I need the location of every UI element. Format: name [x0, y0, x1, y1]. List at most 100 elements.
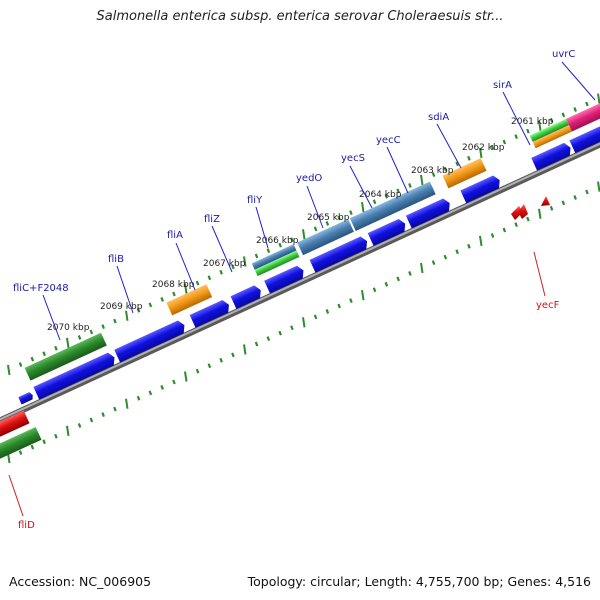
gene-label[interactable]: fliC+F2048	[13, 283, 69, 294]
genome-stats-label: Topology: circular; Length: 4,755,700 bp…	[247, 574, 591, 589]
scale-tick	[490, 145, 495, 150]
gene-label[interactable]: yecF	[536, 300, 560, 311]
gene-label[interactable]: fliY	[247, 195, 263, 206]
gene-label[interactable]: yedO	[296, 173, 322, 184]
scale-tick	[254, 341, 259, 347]
gene-label[interactable]: fliA	[167, 230, 183, 241]
gene-feature-fliD-green[interactable]	[0, 426, 42, 462]
scale-tick	[573, 195, 577, 200]
scale-tick	[372, 199, 377, 205]
scale-tick	[302, 229, 306, 240]
cds-feature[interactable]	[569, 118, 600, 154]
cds-feature[interactable]	[264, 264, 306, 294]
gene-feature-fliY[interactable]	[251, 244, 297, 270]
gene-label[interactable]: uvrC	[552, 49, 575, 60]
gene-feature-sdiA[interactable]	[442, 158, 487, 189]
cds-feature[interactable]	[230, 284, 264, 309]
gene-leader-line	[502, 91, 531, 146]
scale-tick	[290, 325, 294, 331]
accession-label: Accession: NC_006905	[9, 574, 152, 589]
scale-tick	[136, 307, 141, 313]
scale-tick	[113, 406, 117, 412]
scale-tick	[113, 318, 117, 324]
gene-label[interactable]: sirA	[493, 80, 512, 91]
cds-feature[interactable]	[114, 319, 187, 363]
kbp-label: 2064 kbp	[359, 190, 402, 200]
scale-tick	[18, 362, 23, 367]
gene-label[interactable]: yecC	[376, 135, 401, 146]
scale-tick	[538, 208, 542, 219]
scale-tick	[514, 222, 518, 227]
kbp-label: 2065 kbp	[307, 213, 350, 223]
cds-feature[interactable]	[405, 197, 453, 229]
scale-tick	[597, 181, 600, 192]
scale-tick	[195, 280, 200, 286]
gene-leader-line	[116, 265, 134, 314]
gene-label[interactable]: yecS	[341, 153, 365, 164]
scale-tick	[396, 188, 400, 194]
scale-tick	[337, 215, 341, 221]
scale-tick	[231, 264, 235, 270]
scale-tick	[18, 450, 23, 455]
scale-tick	[526, 128, 530, 134]
scale-tick	[290, 237, 294, 243]
scale-tick	[195, 368, 200, 374]
cds-feature[interactable]	[18, 391, 34, 405]
gene-feature-yecF[interactable]	[511, 196, 550, 220]
gene-feature-fliC[interactable]	[24, 332, 107, 381]
gene-leader-line	[561, 61, 596, 101]
gene-label[interactable]: fliB	[108, 254, 124, 265]
scale-tick	[243, 256, 247, 267]
scale-tick	[502, 227, 507, 233]
scale-tick	[420, 174, 424, 186]
kbp-label: 2067 kbp	[203, 259, 246, 269]
cds-feature[interactable]	[460, 174, 502, 204]
cds-feature[interactable]	[367, 217, 408, 246]
gene-feature-uvrC[interactable]	[566, 85, 600, 132]
cds-feature[interactable]	[189, 298, 232, 328]
cds-feature[interactable]	[33, 351, 117, 400]
scale-tick	[207, 275, 212, 281]
gene-labels: fliC+F2048 fliB fliA fliZ fliY yedO yecS yecC sd…	[8, 49, 596, 531]
scale-tick	[278, 242, 282, 248]
gene-feature-fliD-red[interactable]	[0, 410, 30, 444]
gene-feature-sirA[interactable]	[529, 118, 570, 142]
gene-feature-fliY-2[interactable]	[254, 250, 300, 277]
cds-feature[interactable]	[531, 141, 573, 171]
scale-tick	[455, 249, 459, 255]
scale-tick	[420, 262, 424, 274]
kbp-label: 2070 kbp	[47, 323, 90, 333]
scale-tick	[219, 357, 223, 363]
gene-leader-line	[306, 185, 324, 229]
scale-tick	[184, 371, 188, 382]
scale-tick	[243, 344, 247, 355]
scale-tick	[443, 166, 448, 172]
scale-tick	[526, 216, 530, 222]
gene-leader-line	[211, 225, 233, 273]
scale-tick	[254, 253, 259, 259]
gene-feature-fliZ[interactable]	[166, 284, 213, 316]
gene-label[interactable]: sdiA	[428, 112, 449, 123]
cds-feature[interactable]	[309, 235, 370, 273]
scale-tick	[160, 385, 164, 390]
scale-tick	[431, 172, 436, 177]
scale-tick	[431, 260, 436, 265]
kbp-label: 2068 kbp	[152, 280, 195, 290]
gene-feature-yecC[interactable]	[349, 181, 436, 231]
kbp-label: 2069 kbp	[100, 302, 143, 312]
gene-label[interactable]: fliZ	[204, 214, 220, 225]
scale-tick	[361, 202, 365, 213]
scale-tick	[54, 433, 58, 439]
scale-tick	[597, 93, 600, 104]
scale-tick	[30, 444, 35, 450]
scale-tick	[349, 210, 353, 215]
gene-feature-sirA-2[interactable]	[532, 125, 572, 149]
scale-tick	[66, 337, 70, 349]
gene-label[interactable]: fliD	[18, 520, 35, 531]
kbp-label: 2061 kbp	[511, 117, 554, 127]
gene-leader-line	[436, 123, 462, 169]
scale-tick	[325, 309, 330, 314]
gene-feature-yedO[interactable]	[297, 219, 354, 256]
gene-leader-line	[175, 242, 196, 291]
